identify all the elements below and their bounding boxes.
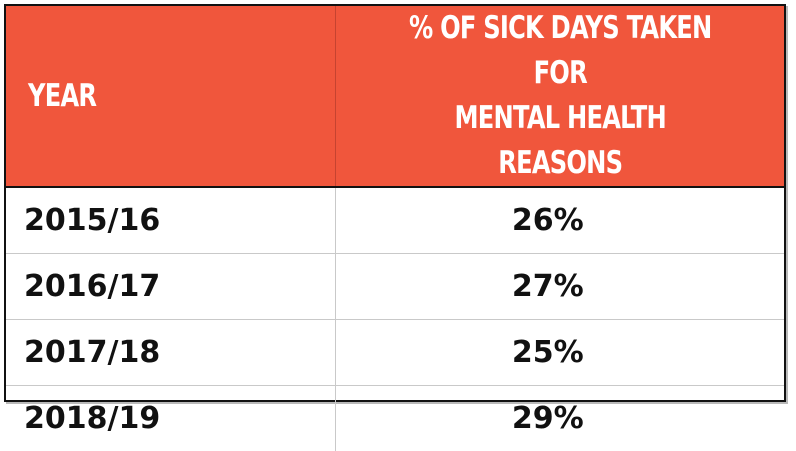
table-row: 2016/17 27% bbox=[6, 254, 784, 320]
table-body: 2015/16 26% 2016/17 27% 2017/18 25% 2018… bbox=[6, 187, 784, 451]
year-column-header: YEAR bbox=[6, 6, 335, 187]
percentage-header-line-1: % OF SICK DAYS TAKEN FOR bbox=[409, 10, 711, 91]
table-header: YEAR % OF SICK DAYS TAKEN FOR MENTAL HEA… bbox=[6, 6, 784, 187]
sick-days-table: YEAR % OF SICK DAYS TAKEN FOR MENTAL HEA… bbox=[6, 6, 784, 451]
data-table-frame: YEAR % OF SICK DAYS TAKEN FOR MENTAL HEA… bbox=[4, 4, 786, 402]
percentage-column-header: % OF SICK DAYS TAKEN FOR MENTAL HEALTH R… bbox=[335, 6, 784, 187]
table-row: 2017/18 25% bbox=[6, 320, 784, 386]
year-cell: 2016/17 bbox=[6, 254, 335, 320]
table-row: 2018/19 29% bbox=[6, 386, 784, 451]
percentage-cell: 25% bbox=[335, 320, 784, 386]
percentage-header-label: % OF SICK DAYS TAKEN FOR MENTAL HEALTH R… bbox=[396, 6, 724, 186]
percentage-cell: 26% bbox=[335, 187, 784, 254]
percentage-cell: 29% bbox=[335, 386, 784, 451]
year-cell: 2015/16 bbox=[6, 187, 335, 254]
year-cell: 2017/18 bbox=[6, 320, 335, 386]
year-cell: 2018/19 bbox=[6, 386, 335, 451]
year-header-label: YEAR bbox=[28, 74, 96, 119]
table-row: 2015/16 26% bbox=[6, 187, 784, 254]
header-row: YEAR % OF SICK DAYS TAKEN FOR MENTAL HEA… bbox=[6, 6, 784, 187]
percentage-cell: 27% bbox=[335, 254, 784, 320]
percentage-header-line-2: MENTAL HEALTH REASONS bbox=[454, 100, 665, 181]
